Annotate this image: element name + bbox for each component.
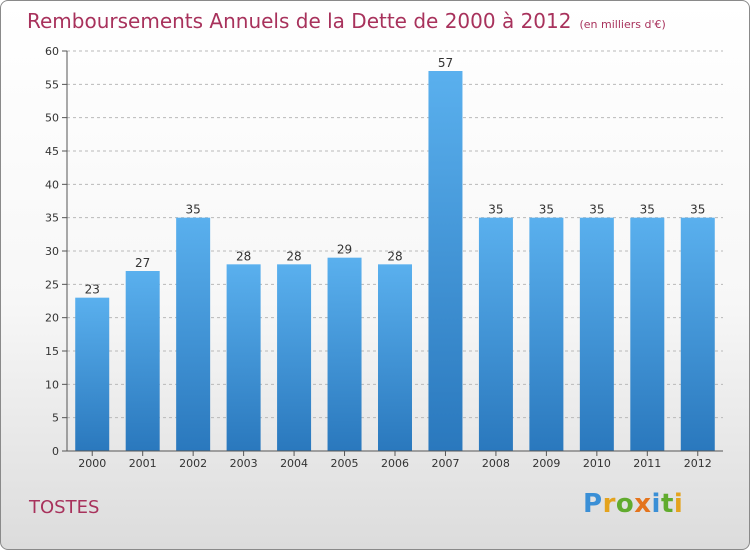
proxiti-logo[interactable]: Proxiti (583, 489, 683, 519)
y-tick-label: 50 (45, 112, 59, 125)
y-tick-label: 5 (52, 412, 59, 425)
bar (176, 217, 211, 451)
bar-value-label: 29 (337, 243, 352, 257)
y-tick-label: 20 (45, 312, 59, 325)
x-tick-label: 2012 (684, 457, 712, 470)
x-tick-label: 2009 (532, 457, 560, 470)
bar-value-label: 28 (387, 249, 402, 263)
y-tick-label: 55 (45, 78, 59, 91)
x-tick-label: 2001 (129, 457, 157, 470)
bar-value-label: 28 (236, 249, 251, 263)
bar (478, 217, 513, 451)
y-tick-label: 30 (45, 245, 59, 258)
y-tick-label: 25 (45, 278, 59, 291)
y-tick-label: 35 (45, 212, 59, 225)
logo-letter: i (673, 489, 684, 519)
bar-value-label: 35 (690, 203, 705, 217)
logo-letter: r (602, 489, 616, 519)
y-tick-label: 40 (45, 178, 59, 191)
x-tick-label: 2006 (381, 457, 409, 470)
bar (226, 264, 261, 451)
x-tick-label: 2007 (431, 457, 459, 470)
bar (378, 264, 412, 451)
y-tick-label: 10 (45, 378, 59, 391)
bar (125, 271, 160, 451)
commune-name: TOSTES (29, 497, 100, 518)
x-tick-label: 2011 (633, 457, 661, 470)
x-tick-label: 2004 (280, 457, 308, 470)
x-tick-label: 2003 (230, 457, 258, 470)
x-tick-label: 2002 (179, 457, 207, 470)
y-tick-label: 60 (45, 45, 59, 58)
bar-value-label: 35 (539, 203, 554, 217)
y-tick-label: 0 (52, 445, 59, 458)
bar (75, 297, 110, 451)
bar-value-label: 28 (286, 249, 301, 263)
logo-letter: t (660, 489, 674, 519)
x-tick-label: 2000 (78, 457, 106, 470)
logo-letter: o (615, 489, 635, 519)
bar (327, 257, 362, 451)
bar-value-label: 23 (85, 283, 100, 297)
logo-letter: P (583, 489, 603, 519)
bar-value-label: 35 (589, 203, 604, 217)
chart-title: Remboursements Annuels de la Dette de 20… (27, 9, 666, 33)
bar-value-label: 35 (640, 203, 655, 217)
bar (630, 217, 665, 451)
chart-subtitle: (en milliers d'€) (579, 18, 666, 31)
logo-letter: x (634, 489, 652, 519)
x-tick-label: 2010 (583, 457, 611, 470)
logo-letter: i (651, 489, 661, 519)
bar-value-label: 27 (135, 256, 150, 270)
bar (428, 71, 463, 451)
bar (529, 217, 564, 451)
bar-value-label: 57 (438, 56, 453, 70)
bar (579, 217, 614, 451)
bar (277, 264, 312, 451)
y-tick-label: 15 (45, 345, 59, 358)
y-tick-label: 45 (45, 145, 59, 158)
bar-value-label: 35 (488, 203, 503, 217)
bar (680, 217, 715, 451)
x-tick-label: 2005 (331, 457, 359, 470)
bar-value-label: 35 (186, 203, 201, 217)
x-tick-label: 2008 (482, 457, 510, 470)
